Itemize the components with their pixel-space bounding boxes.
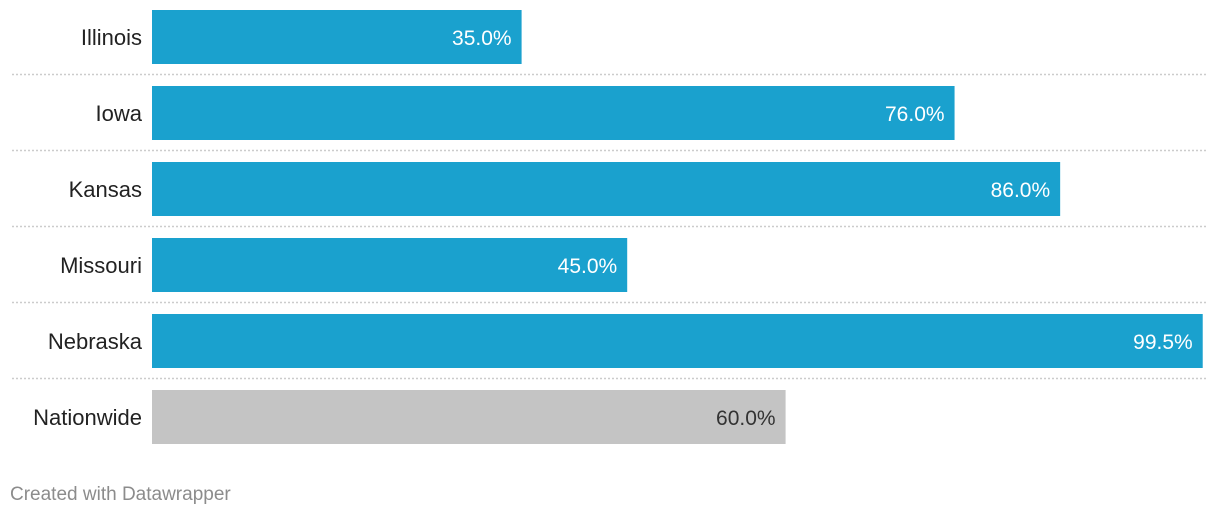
bar-illinois (152, 10, 522, 64)
bar-kansas (152, 162, 1061, 216)
category-label-iowa: Iowa (96, 101, 143, 126)
value-label-nebraska: 99.5% (1133, 331, 1193, 354)
value-label-kansas: 86.0% (991, 179, 1051, 202)
value-label-illinois: 35.0% (452, 27, 512, 50)
value-label-iowa: 76.0% (885, 103, 945, 126)
bar-nationwide (152, 390, 786, 444)
category-label-missouri: Missouri (60, 253, 142, 278)
bar-iowa (152, 86, 955, 140)
category-label-illinois: Illinois (81, 25, 142, 50)
category-label-nebraska: Nebraska (48, 329, 143, 354)
value-label-nationwide: 60.0% (716, 407, 776, 430)
category-label-nationwide: Nationwide (33, 405, 142, 430)
bar-missouri (152, 238, 628, 292)
bar-nebraska (152, 314, 1203, 368)
bar-chart: Illinois 35.0% Iowa 76.0% Kansas 86.0% Missour… (12, 10, 1208, 444)
category-label-kansas: Kansas (69, 177, 142, 202)
value-label-missouri: 45.0% (558, 255, 618, 278)
datawrapper-credit: Created with Datawrapper (10, 484, 231, 505)
